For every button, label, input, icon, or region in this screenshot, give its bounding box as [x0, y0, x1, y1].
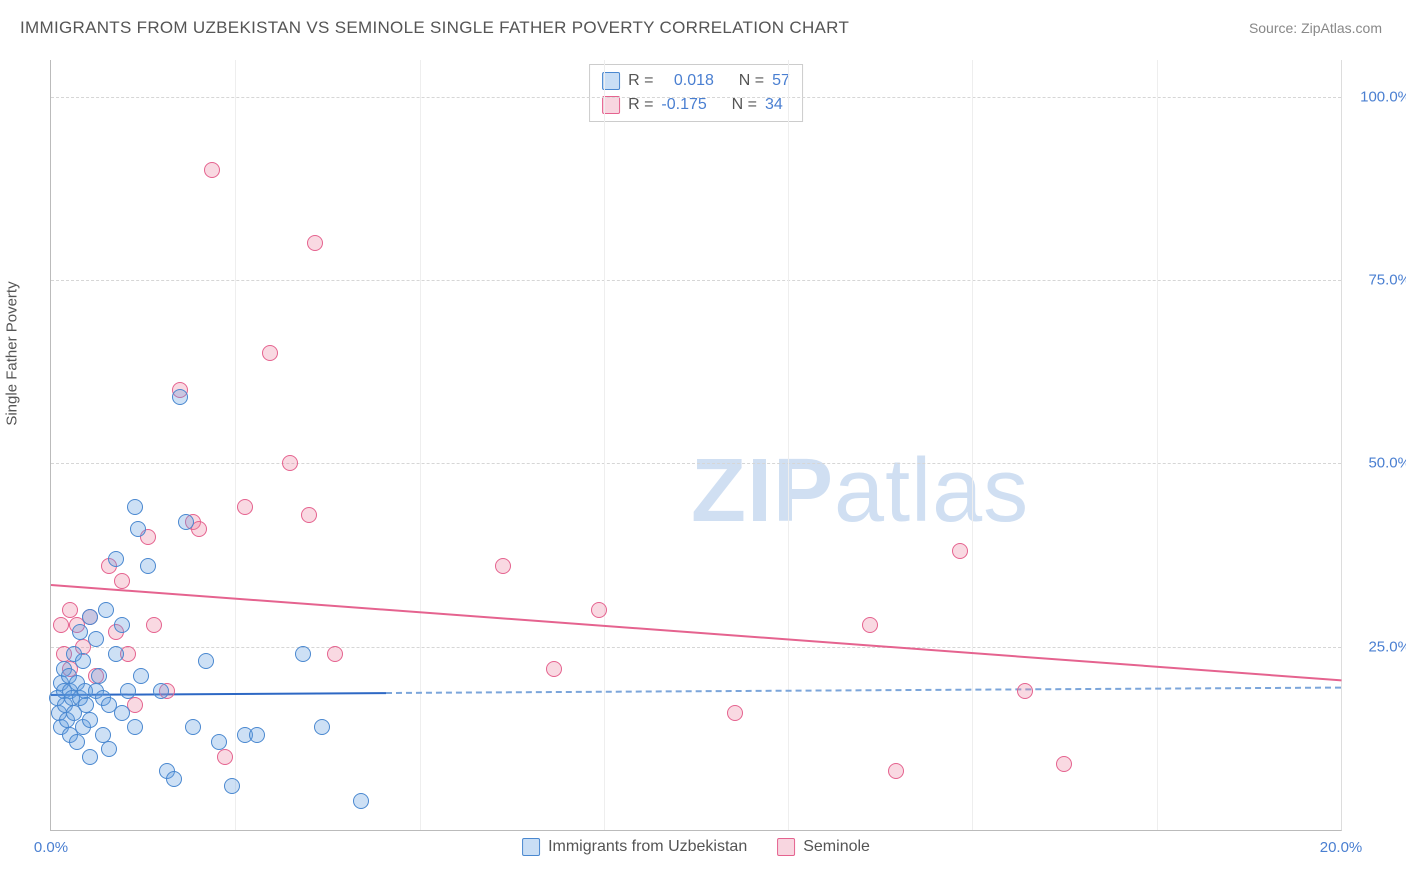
legend-item: Seminole	[777, 838, 870, 856]
point-seminole	[888, 763, 904, 779]
point-uzbekistan	[211, 734, 227, 750]
point-uzbekistan	[95, 727, 111, 743]
point-uzbekistan	[130, 521, 146, 537]
y-axis-title: Single Father Poverty	[4, 281, 21, 425]
trend-line	[51, 584, 1341, 681]
point-uzbekistan	[172, 389, 188, 405]
point-seminole	[146, 617, 162, 633]
point-seminole	[1056, 756, 1072, 772]
trend-line	[386, 687, 1341, 694]
watermark: ZIPatlas	[691, 440, 1029, 543]
chart-container: IMMIGRANTS FROM UZBEKISTAN VS SEMINOLE S…	[0, 0, 1406, 892]
gridline-v	[420, 60, 421, 830]
point-uzbekistan	[69, 734, 85, 750]
point-uzbekistan	[82, 609, 98, 625]
legend-bottom: Immigrants from Uzbekistan Seminole	[522, 838, 870, 856]
point-seminole	[114, 573, 130, 589]
point-seminole	[217, 749, 233, 765]
point-uzbekistan	[127, 499, 143, 515]
point-uzbekistan	[166, 771, 182, 787]
legend-top: R = 0.018 N = 57 R = -0.175 N = 34	[589, 64, 803, 122]
point-uzbekistan	[101, 741, 117, 757]
gridline-h	[51, 463, 1341, 464]
point-seminole	[301, 507, 317, 523]
gridline-h	[51, 647, 1341, 648]
y-tick-label: 25.0%	[1351, 638, 1406, 655]
point-uzbekistan	[72, 624, 88, 640]
source-label: Source: ZipAtlas.com	[1249, 20, 1382, 36]
point-uzbekistan	[295, 646, 311, 662]
point-seminole	[495, 558, 511, 574]
point-uzbekistan	[127, 719, 143, 735]
point-seminole	[952, 543, 968, 559]
point-seminole	[237, 499, 253, 515]
gridline-h	[51, 280, 1341, 281]
point-uzbekistan	[91, 668, 107, 684]
point-uzbekistan	[153, 683, 169, 699]
x-tick-label: 20.0%	[1320, 839, 1363, 856]
gridline-v	[788, 60, 789, 830]
point-seminole	[307, 235, 323, 251]
x-tick-label: 0.0%	[34, 839, 68, 856]
chart-title: IMMIGRANTS FROM UZBEKISTAN VS SEMINOLE S…	[20, 18, 849, 38]
y-tick-label: 50.0%	[1351, 455, 1406, 472]
point-seminole	[727, 705, 743, 721]
point-uzbekistan	[78, 697, 94, 713]
point-uzbekistan	[249, 727, 265, 743]
point-seminole	[546, 661, 562, 677]
point-uzbekistan	[178, 514, 194, 530]
point-uzbekistan	[140, 558, 156, 574]
point-seminole	[282, 455, 298, 471]
point-uzbekistan	[75, 653, 91, 669]
point-uzbekistan	[108, 551, 124, 567]
point-uzbekistan	[314, 719, 330, 735]
point-uzbekistan	[82, 749, 98, 765]
y-tick-label: 100.0%	[1351, 88, 1406, 105]
point-seminole	[262, 345, 278, 361]
legend-row: R = 0.018 N = 57	[602, 69, 790, 93]
gridline-v	[1157, 60, 1158, 830]
point-seminole	[327, 646, 343, 662]
point-seminole	[62, 602, 78, 618]
point-uzbekistan	[185, 719, 201, 735]
gridline-h	[51, 97, 1341, 98]
point-seminole	[1017, 683, 1033, 699]
legend-item: Immigrants from Uzbekistan	[522, 838, 747, 856]
gridline-v	[972, 60, 973, 830]
point-uzbekistan	[108, 646, 124, 662]
swatch-pink	[777, 838, 795, 856]
point-uzbekistan	[88, 631, 104, 647]
point-uzbekistan	[224, 778, 240, 794]
point-seminole	[862, 617, 878, 633]
point-uzbekistan	[82, 712, 98, 728]
y-tick-label: 75.0%	[1351, 272, 1406, 289]
point-uzbekistan	[198, 653, 214, 669]
point-seminole	[53, 617, 69, 633]
point-uzbekistan	[133, 668, 149, 684]
point-seminole	[591, 602, 607, 618]
swatch-blue	[522, 838, 540, 856]
point-uzbekistan	[98, 602, 114, 618]
point-uzbekistan	[120, 683, 136, 699]
point-seminole	[204, 162, 220, 178]
point-uzbekistan	[114, 617, 130, 633]
gridline-v	[235, 60, 236, 830]
gridline-v	[604, 60, 605, 830]
plot-area: ZIPatlas R = 0.018 N = 57 R = -0.175 N =…	[50, 60, 1342, 831]
point-uzbekistan	[114, 705, 130, 721]
point-uzbekistan	[353, 793, 369, 809]
